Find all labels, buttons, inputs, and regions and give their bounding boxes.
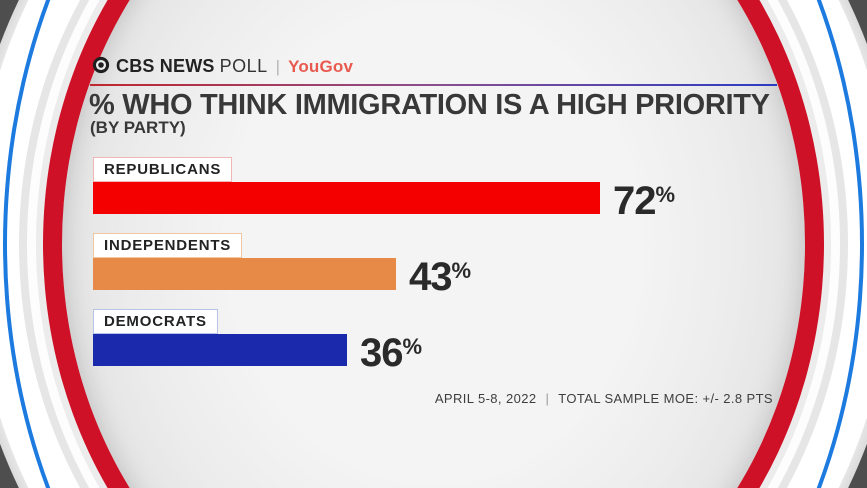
bar-line: 43% bbox=[93, 255, 675, 297]
brand-poll: POLL bbox=[219, 56, 268, 76]
bar-independents bbox=[93, 258, 396, 290]
percent-sign: % bbox=[402, 334, 423, 359]
category-label-text: DEMOCRATS bbox=[104, 313, 207, 330]
category-label-democrats: DEMOCRATS bbox=[93, 309, 218, 334]
value-independents: 43% bbox=[409, 255, 472, 297]
bar-row-democrats: DEMOCRATS 36% bbox=[93, 309, 675, 373]
value-number: 72 bbox=[613, 179, 656, 223]
value-democrats: 36% bbox=[360, 331, 423, 373]
header-brand-bar: CBS NEWS POLL | YouGov bbox=[92, 55, 353, 78]
category-label-text: INDEPENDENTS bbox=[104, 237, 232, 254]
brand-cbs-news: CBS NEWS bbox=[116, 56, 215, 76]
partner-yougov-logo: YouGov bbox=[288, 56, 354, 76]
percent-sign: % bbox=[451, 258, 472, 283]
header-divider: | bbox=[275, 56, 281, 76]
bar-row-independents: INDEPENDENTS 43% bbox=[93, 233, 675, 297]
category-label-independents: INDEPENDENTS bbox=[93, 233, 243, 258]
percent-sign: % bbox=[655, 182, 676, 207]
category-label-republicans: REPUBLICANS bbox=[93, 157, 233, 182]
bar-line: 36% bbox=[93, 331, 675, 373]
value-republicans: 72% bbox=[613, 179, 676, 221]
cbs-eye-icon bbox=[92, 56, 110, 79]
bar-democrats bbox=[93, 334, 347, 366]
footnote-moe: TOTAL SAMPLE MOE: +/- 2.8 PTS bbox=[558, 391, 773, 406]
page-subtitle: (BY PARTY) bbox=[90, 118, 186, 137]
bar-republicans bbox=[93, 182, 600, 214]
category-label-text: REPUBLICANS bbox=[104, 161, 222, 178]
value-number: 43 bbox=[409, 255, 452, 299]
plate-blue-ring bbox=[3, 0, 864, 488]
footnote-divider: | bbox=[545, 391, 550, 406]
header-gradient-rule bbox=[90, 84, 777, 86]
footnote-date: APRIL 5-8, 2022 bbox=[434, 391, 537, 406]
bar-line: 72% bbox=[93, 179, 676, 221]
bar-row-republicans: REPUBLICANS 72% bbox=[93, 157, 676, 221]
page-title: % WHO THINK IMMIGRATION IS A HIGH PRIORI… bbox=[89, 89, 770, 121]
bar-chart: REPUBLICANS 72% INDEPENDENTS 43% DEM bbox=[93, 157, 675, 385]
footnote: APRIL 5-8, 2022 | TOTAL SAMPLE MOE: +/- 2.… bbox=[435, 391, 773, 406]
value-number: 36 bbox=[360, 331, 403, 375]
